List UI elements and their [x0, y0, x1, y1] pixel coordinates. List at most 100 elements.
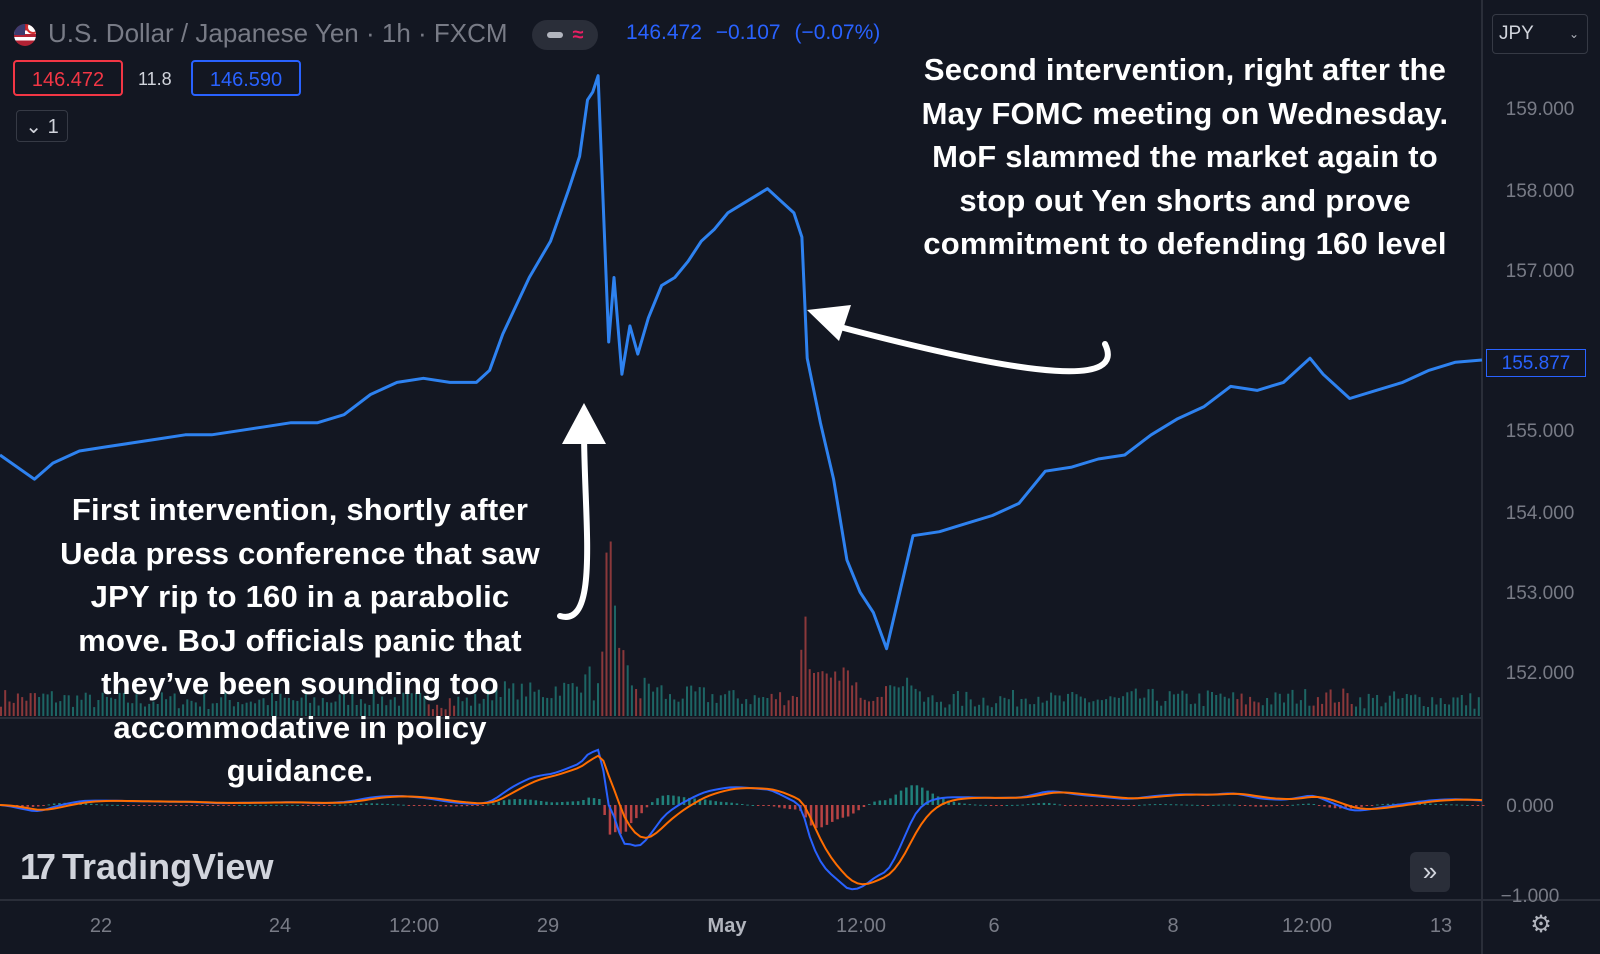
volume-bar: [114, 698, 117, 716]
tradingview-logo: 17 TradingView: [20, 846, 273, 888]
volume-bar: [190, 700, 193, 716]
volume-bar: [808, 669, 811, 716]
volume-bar: [770, 693, 773, 716]
histogram-bar: [375, 803, 379, 805]
histogram-bar: [222, 805, 225, 806]
volume-bar: [1105, 699, 1108, 716]
volume-bar: [880, 696, 883, 716]
volume-bar: [702, 687, 705, 716]
volume-bar: [1321, 703, 1324, 716]
histogram-bar: [762, 805, 765, 806]
histogram-bar: [1026, 804, 1030, 806]
volume-bar: [901, 686, 904, 716]
buy-button[interactable]: 146.590: [191, 60, 301, 96]
volume-bar: [741, 703, 743, 716]
histogram-bar: [587, 797, 590, 805]
volume-bar: [266, 705, 269, 716]
volume-bar: [364, 703, 367, 716]
histogram-bar: [497, 801, 500, 805]
volume-bar: [1283, 702, 1285, 716]
tv-logo-icon: 17: [20, 846, 56, 887]
volume-bar: [537, 689, 540, 716]
volume-bar: [393, 697, 396, 716]
volume-bar: [986, 705, 989, 716]
volume-bar: [660, 685, 663, 716]
histogram-bar: [598, 799, 601, 805]
histogram-bar: [1312, 804, 1316, 805]
settings-gear-icon[interactable]: ⚙: [1530, 911, 1552, 938]
indicators-toggle[interactable]: ⌄ 1: [16, 110, 68, 142]
symbol-title[interactable]: U.S. Dollar / Japanese Yen · 1h · FXCM: [48, 18, 508, 48]
histogram-bar: [1265, 805, 1268, 807]
volume-bar: [1185, 693, 1188, 716]
histogram-bar: [751, 805, 755, 806]
volume-bar: [715, 702, 718, 716]
volume-bar: [571, 683, 574, 716]
volume-bar: [59, 701, 62, 716]
volume-bar: [783, 705, 786, 716]
scroll-to-realtime-button[interactable]: »: [1410, 852, 1450, 892]
histogram-bar: [1365, 805, 1369, 806]
histogram-bar: [1069, 805, 1072, 806]
currency-select[interactable]: JPY ⌄: [1492, 14, 1588, 54]
histogram-bar: [180, 805, 183, 806]
histogram-bar: [481, 805, 485, 806]
volume-bar: [419, 692, 422, 716]
volume-bar: [237, 702, 240, 716]
histogram-bar: [84, 803, 88, 805]
histogram-bar: [1344, 805, 1347, 809]
volume-bar: [1028, 704, 1031, 716]
volume-bar: [542, 697, 544, 716]
volume-bar: [1304, 689, 1307, 716]
histogram-bar: [301, 805, 305, 806]
volume-bar: [199, 706, 201, 716]
histogram-bar: [1392, 803, 1395, 805]
volume-bar: [1113, 697, 1116, 716]
histogram-bar: [640, 805, 643, 814]
volume-bar: [1367, 693, 1370, 716]
sell-button[interactable]: 146.472: [13, 60, 123, 96]
histogram-bar: [1201, 805, 1204, 806]
histogram-bar: [756, 805, 760, 806]
histogram-bar: [793, 805, 797, 810]
histogram-bar: [820, 805, 823, 828]
histogram-bar: [174, 805, 178, 806]
volume-bar: [241, 704, 244, 716]
volume-bar: [673, 699, 676, 716]
histogram-bar: [201, 805, 204, 806]
volume-bars: [0, 541, 1480, 716]
volume-bar: [1477, 697, 1480, 716]
volume-bar: [906, 677, 909, 716]
volume-bar: [1257, 702, 1260, 716]
macd-tick-label: −1.000: [1501, 886, 1560, 907]
histogram-bar: [973, 804, 977, 806]
volume-bar: [851, 685, 854, 716]
histogram-bar: [486, 804, 490, 806]
annotation-second-intervention: Second intervention, right after the May…: [921, 52, 1449, 261]
chevron-down-icon: ⌄: [25, 116, 43, 138]
market-status-pill[interactable]: ≈: [532, 20, 598, 50]
volume-bar: [910, 685, 913, 716]
volume-bar: [93, 707, 96, 716]
histogram-bar: [1048, 803, 1051, 805]
volume-bar: [478, 703, 481, 716]
histogram-bar: [1021, 804, 1024, 806]
volume-bar: [1202, 706, 1205, 716]
volume-bar: [614, 605, 616, 716]
volume-bar: [745, 699, 748, 716]
volume-bar: [550, 698, 553, 716]
volume-bar: [29, 693, 32, 716]
volume-bar: [1266, 698, 1269, 716]
histogram-bar: [730, 802, 733, 805]
volume-bar: [317, 705, 320, 716]
histogram-bar: [513, 799, 516, 805]
histogram-bar: [1286, 805, 1289, 806]
volume-bar: [1418, 697, 1421, 716]
volume-bar: [1414, 694, 1417, 716]
volume-bar: [952, 694, 955, 716]
price-axis[interactable]: 159.000 158.000 157.000 155.000 154.000 153.0…: [1506, 99, 1575, 684]
volume-bar: [876, 697, 879, 716]
time-axis[interactable]: 22 24 12:00 29 May 12:00 6 8 12:00 13: [90, 915, 1452, 937]
histogram-bar: [455, 805, 458, 807]
